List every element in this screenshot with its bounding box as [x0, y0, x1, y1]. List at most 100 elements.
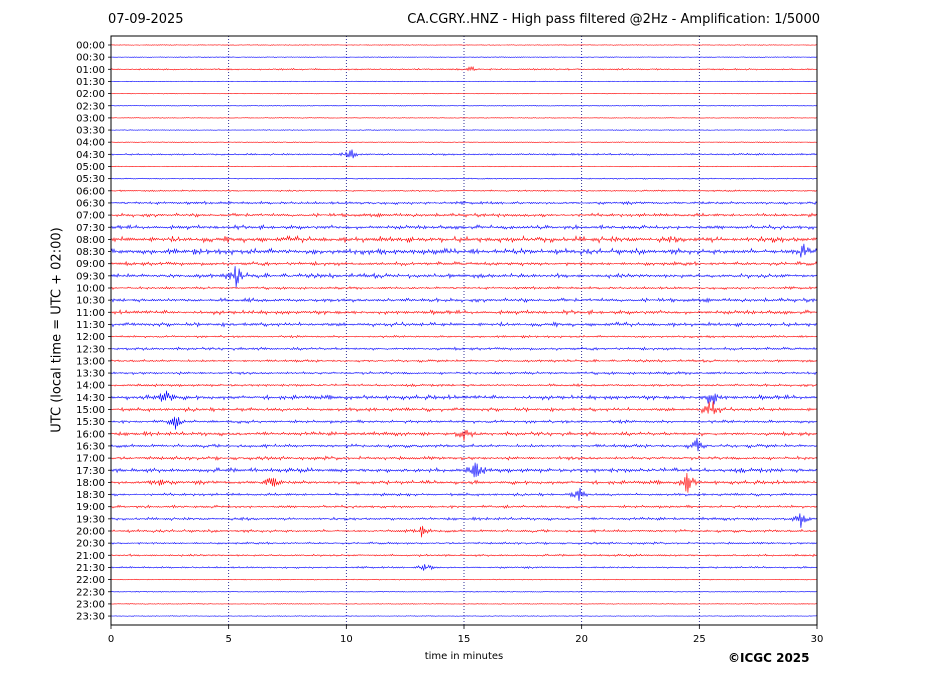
trace-line-1130 — [110, 321, 818, 328]
y-tick-label: 03:30 — [76, 126, 105, 137]
y-tick-label: 06:00 — [76, 186, 105, 197]
trace-line-1400 — [110, 383, 818, 388]
trace-line-1600 — [110, 429, 818, 441]
y-tick-label: 09:00 — [76, 259, 105, 270]
x-tick-label: 20 — [575, 634, 588, 645]
trace-line-0000 — [110, 44, 818, 46]
y-tick-label: 18:00 — [76, 478, 105, 489]
x-tick-label: 25 — [693, 634, 706, 645]
trace-line-1030 — [110, 297, 818, 304]
y-tick-label: 23:30 — [76, 612, 105, 623]
y-tick-label: 11:30 — [76, 320, 105, 331]
chart-date: 07-09-2025 — [108, 12, 184, 27]
y-tick-label: 05:30 — [76, 174, 105, 185]
y-tick-label: 20:30 — [76, 539, 105, 550]
y-tick-label: 15:30 — [76, 417, 105, 428]
trace-line-0530 — [110, 177, 818, 180]
trace-line-0600 — [110, 189, 818, 193]
y-tick-label: 01:00 — [76, 65, 105, 76]
y-tick-label: 07:30 — [76, 223, 105, 234]
y-tick-label: 08:30 — [76, 247, 105, 258]
trace-line-0130 — [110, 80, 818, 83]
trace-line-1730 — [110, 462, 818, 478]
copyright-notice: ©ICGC 2025 — [728, 651, 810, 665]
trace-line-2200 — [110, 578, 818, 581]
y-tick-label: 12:00 — [76, 332, 105, 343]
trace-line-1000 — [110, 285, 818, 290]
y-tick-label: 04:00 — [76, 138, 105, 149]
trace-line-0800 — [110, 234, 818, 244]
y-tick-label: 06:30 — [76, 198, 105, 209]
trace-line-1430 — [110, 390, 818, 405]
trace-line-1830 — [110, 487, 818, 502]
y-tick-label: 00:00 — [76, 41, 105, 52]
trace-line-1700 — [110, 455, 818, 461]
x-tick-label: 15 — [458, 634, 471, 645]
trace-line-1530 — [110, 416, 818, 430]
trace-line-1300 — [110, 358, 818, 363]
trace-line-1230 — [110, 346, 818, 351]
y-tick-label: 09:30 — [76, 271, 105, 282]
y-tick-label: 08:00 — [76, 235, 105, 246]
y-tick-label: 16:30 — [76, 441, 105, 452]
y-tick-label: 21:00 — [76, 551, 105, 562]
y-tick-label: 16:00 — [76, 429, 105, 440]
trace-line-0930 — [110, 266, 818, 288]
trace-line-0500 — [110, 165, 818, 168]
trace-line-2030 — [110, 541, 818, 545]
y-tick-label: 13:00 — [76, 356, 105, 367]
y-tick-label: 17:30 — [76, 466, 105, 477]
y-tick-label: 05:00 — [76, 162, 105, 173]
trace-line-0300 — [110, 117, 818, 119]
y-tick-label: 07:00 — [76, 211, 105, 222]
trace-line-2130 — [110, 564, 818, 571]
y-tick-label: 03:00 — [76, 113, 105, 124]
chart-title: CA.CGRY..HNZ - High pass filtered @2Hz -… — [407, 12, 820, 27]
y-tick-label: 14:00 — [76, 381, 105, 392]
trace-line-1900 — [110, 504, 818, 509]
y-tick-label: 10:00 — [76, 284, 105, 295]
y-tick-label: 23:00 — [76, 599, 105, 610]
trace-line-0400 — [110, 141, 818, 143]
y-tick-label: 01:30 — [76, 77, 105, 88]
x-tick-label: 0 — [108, 634, 114, 645]
y-tick-label: 02:00 — [76, 89, 105, 100]
trace-line-0430 — [110, 149, 818, 159]
y-tick-label: 17:00 — [76, 454, 105, 465]
y-tick-label: 22:00 — [76, 575, 105, 586]
y-tick-label: 10:30 — [76, 296, 105, 307]
y-tick-label: 21:30 — [76, 563, 105, 574]
y-tick-label: 02:30 — [76, 101, 105, 112]
y-tick-label: 19:30 — [76, 514, 105, 525]
x-tick-label: 10 — [340, 634, 353, 645]
trace-line-0700 — [110, 212, 818, 218]
y-tick-label: 13:30 — [76, 369, 105, 380]
trace-line-1200 — [110, 334, 818, 339]
x-tick-label: 30 — [811, 634, 824, 645]
trace-line-0330 — [110, 129, 818, 131]
trace-line-1930 — [110, 513, 818, 528]
trace-line-2300 — [110, 603, 818, 605]
trace-line-0830 — [110, 243, 818, 258]
trace-line-0900 — [110, 260, 818, 267]
trace-line-0200 — [110, 92, 818, 95]
trace-line-1800 — [110, 472, 818, 493]
trace-line-0630 — [110, 200, 818, 206]
trace-line-2230 — [110, 590, 818, 593]
x-tick-label: 5 — [225, 634, 231, 645]
trace-line-2100 — [110, 553, 818, 558]
trace-line-0730 — [110, 224, 818, 231]
y-tick-label: 20:00 — [76, 527, 105, 538]
y-tick-label: 18:30 — [76, 490, 105, 501]
trace-line-0030 — [110, 56, 818, 58]
y-tick-label: 19:00 — [76, 502, 105, 513]
trace-line-0230 — [110, 105, 818, 107]
trace-line-1330 — [110, 370, 818, 376]
y-tick-label: 00:30 — [76, 53, 105, 64]
y-tick-label: 12:30 — [76, 344, 105, 355]
trace-line-2330 — [110, 615, 818, 617]
trace-line-1100 — [110, 309, 818, 316]
x-axis-label: time in minutes — [424, 651, 504, 662]
trace-line-1630 — [110, 437, 818, 452]
